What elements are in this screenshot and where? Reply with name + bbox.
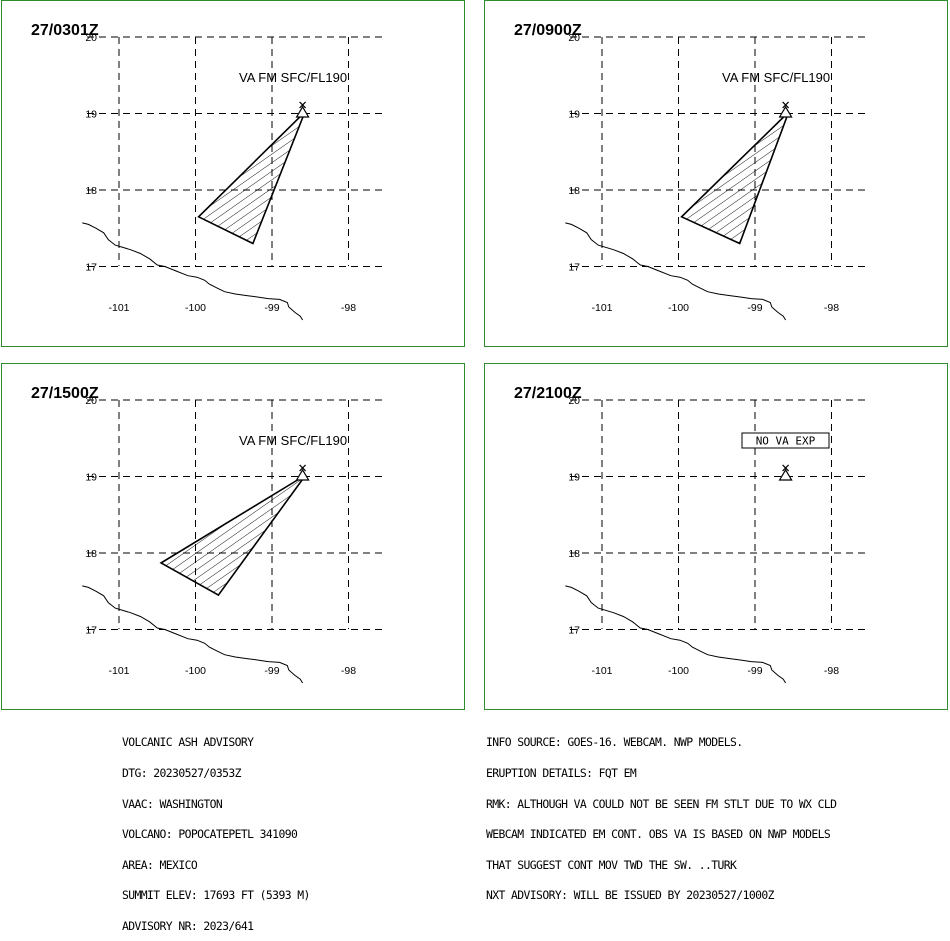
advisory-title: VOLCANIC ASH ADVISORY [122,735,254,750]
lon-tick-label: -99 [747,302,762,314]
lat-tick-label: 18 [85,185,97,197]
lat-tick-label: 20 [85,395,97,407]
map-canvas: 20 19 18 17 -101 -100 -99 -98 27/1500Z VA FM SFC/… [31,385,385,684]
no-va-label: NO VA EXP [756,435,816,448]
lon-tick-label: -98 [341,302,356,314]
volcano-triangle-icon [778,464,793,481]
lon-tick-label: -98 [824,302,839,314]
coastline [82,222,304,321]
lat-tick-label: 18 [568,185,580,197]
lat-tick-label: 18 [568,548,580,560]
panel-time-title: 27/2100Z [514,385,582,402]
coastline [565,585,787,684]
lat-tick-label: 17 [85,262,97,274]
advisory-eruption-details: ERUPTION DETAILS: FQT EM [486,766,637,780]
lon-tick-label: -99 [747,665,762,677]
volcano-triangle-icon [295,464,310,481]
lat-tick-label: 17 [85,625,97,637]
forecast-panel-2100z: 20 19 18 17 -101 -100 -99 -98 27/2100Z NO VA EXP [484,363,948,710]
no-va-box [741,432,830,449]
lat-tick-label: 20 [85,32,97,44]
lat-tick-label: 17 [568,262,580,274]
advisory-vaac: VAAC: WASHINGTON [122,796,223,811]
advisory-area: AREA: MEXICO [122,857,198,872]
advisory-header-block: VOLCANIC ASH ADVISORY DTG: 20230527/0353… [122,717,310,941]
lon-tick-label: -101 [108,302,129,314]
advisory-dtg: DTG: 20230527/0353Z [122,766,242,780]
advisory-remark-line-2: WEBCAM INDICATED EM CONT. OBS VA IS BASE… [486,827,831,842]
lat-tick-label: 20 [568,395,580,407]
advisory-info-source: INFO SOURCE: GOES-16. WEBCAM. NWP MODELS… [486,735,743,750]
lon-tick-label: -98 [341,665,356,677]
lat-tick-label: 19 [85,472,97,484]
volcano-triangle-icon [295,101,310,118]
lon-tick-label: -101 [591,665,612,677]
lon-tick-label: -100 [185,665,206,677]
advisory-next: NXT ADVISORY: WILL BE ISSUED BY 20230527… [486,888,774,903]
coastline [82,585,304,684]
lon-tick-label: -100 [185,302,206,314]
forecast-panel-0301z: 20 19 18 17 -101 -100 -99 -98 27/0301Z VA FM SFC/… [1,0,465,347]
ash-cloud-polygon [680,111,790,245]
va-level-label: VA FM SFC/FL190 [722,70,830,85]
lat-tick-label: 20 [568,32,580,44]
lon-tick-label: -101 [591,302,612,314]
va-level-label: VA FM SFC/FL190 [239,433,347,448]
va-level-label: VA FM SFC/FL190 [239,70,347,85]
lat-tick-label: 18 [85,548,97,560]
lat-tick-label: 19 [568,472,580,484]
forecast-panel-0900z: 20 19 18 17 -101 -100 -99 -98 27/0900Z VA FM SFC/… [484,0,948,347]
advisory-remark-line-3: THAT SUGGEST CONT MOV TWD THE SW. ..TURK [486,857,737,872]
lon-tick-label: -99 [264,665,279,677]
lat-tick-label: 17 [568,625,580,637]
map-canvas: 20 19 18 17 -101 -100 -99 -98 27/2100Z NO VA EXP [514,385,868,684]
panel-time-title: 27/0301Z [31,22,99,39]
advisory-remarks-block: INFO SOURCE: GOES-16. WEBCAM. NWP MODELS… [486,717,837,911]
lat-tick-label: 19 [85,109,97,121]
forecast-panel-1500z: 20 19 18 17 -101 -100 -99 -98 27/1500Z VA FM SFC/… [1,363,465,710]
panel-time-title: 27/0900Z [514,22,582,39]
ash-cloud-polygon [159,474,307,597]
lon-tick-label: -100 [668,302,689,314]
lat-tick-label: 19 [568,109,580,121]
lon-tick-label: -100 [668,665,689,677]
lon-tick-label: -99 [264,302,279,314]
advisory-volcano: VOLCANO: POPOCATEPETL 341090 [122,827,298,842]
coastline [565,222,787,321]
advisory-number: ADVISORY NR: 2023/641 [122,918,254,933]
map-canvas: 20 19 18 17 -101 -100 -99 -98 27/0900Z VA FM SFC/… [514,22,868,321]
lon-tick-label: -101 [108,665,129,677]
ash-cloud-polygon [197,111,306,245]
volcano-triangle-icon [778,101,793,118]
map-canvas: 20 19 18 17 -101 -100 -99 -98 27/0301Z VA FM SFC/… [31,22,385,321]
advisory-remark-line-1: RMK: ALTHOUGH VA COULD NOT BE SEEN FM ST… [486,796,837,811]
advisory-summit-elev: SUMMIT ELEV: 17693 FT (5393 M) [122,888,310,903]
lon-tick-label: -98 [824,665,839,677]
panel-time-title: 27/1500Z [31,385,99,402]
